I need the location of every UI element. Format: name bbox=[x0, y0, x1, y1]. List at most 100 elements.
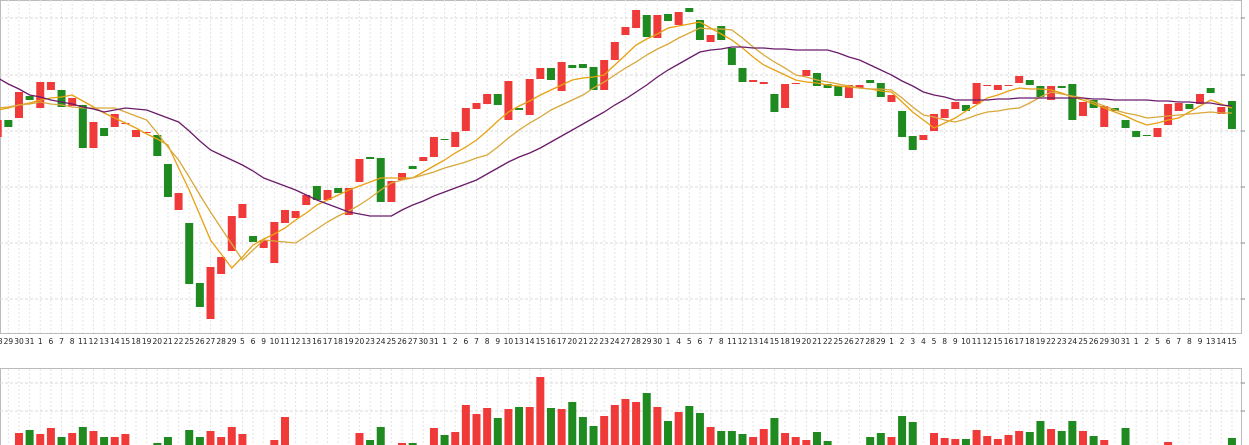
x-tick-label: 26 bbox=[397, 337, 407, 346]
volume-bar bbox=[1036, 421, 1045, 445]
volume-bar bbox=[376, 427, 385, 445]
x-tick-label: 6 bbox=[463, 337, 468, 346]
x-tick-label: 14 bbox=[1217, 337, 1227, 346]
volume-bar bbox=[1100, 440, 1109, 445]
volume-bar bbox=[100, 437, 109, 445]
x-tick-label: 8 bbox=[719, 337, 724, 346]
x-tick-label: 21 bbox=[578, 337, 588, 346]
candle-body bbox=[142, 132, 151, 133]
x-tick-label: 27 bbox=[408, 337, 418, 346]
x-tick-label: 17 bbox=[557, 337, 567, 346]
x-tick-label: 9 bbox=[1198, 337, 1203, 346]
candle-body bbox=[781, 84, 790, 108]
volume-bar bbox=[270, 440, 279, 445]
volume-bar bbox=[1057, 431, 1066, 445]
candle-body bbox=[429, 137, 438, 157]
candle-body bbox=[36, 82, 45, 108]
x-tick-label: 25 bbox=[387, 337, 397, 346]
x-tick-label: 28 bbox=[216, 337, 226, 346]
x-tick-label: 2 bbox=[900, 337, 905, 346]
x-tick-label: 19 bbox=[791, 337, 801, 346]
x-tick-label: 17 bbox=[323, 337, 333, 346]
x-tick-label: 7 bbox=[474, 337, 479, 346]
volume-bar bbox=[121, 434, 130, 445]
candle-body bbox=[738, 68, 747, 82]
candle-body bbox=[642, 15, 651, 37]
price-frame bbox=[0, 0, 1242, 334]
volume-bar bbox=[504, 409, 513, 445]
candle-body bbox=[664, 14, 673, 21]
x-tick-label: 15 bbox=[770, 337, 780, 346]
volume-bar bbox=[653, 407, 662, 445]
candle-body bbox=[89, 122, 98, 148]
x-tick-label: 27 bbox=[621, 337, 631, 346]
x-tick-label: 19 bbox=[344, 337, 354, 346]
candle-body bbox=[366, 157, 375, 159]
x-tick-label: 17 bbox=[1014, 337, 1024, 346]
volume-bar bbox=[972, 430, 981, 445]
candle-body bbox=[440, 139, 449, 140]
volume-bar bbox=[57, 437, 66, 445]
volume-bar bbox=[695, 413, 704, 445]
x-tick-label: 14 bbox=[759, 337, 769, 346]
candle-body bbox=[876, 83, 885, 97]
candle-body bbox=[419, 157, 428, 161]
volume-bar bbox=[408, 443, 417, 445]
volume-bar bbox=[812, 432, 821, 445]
volume-bar bbox=[1015, 431, 1024, 445]
candle-body bbox=[546, 68, 555, 80]
x-tick-label: 31 bbox=[25, 337, 35, 346]
volume-bar bbox=[557, 409, 566, 445]
candle-body bbox=[578, 64, 587, 68]
volume-bar bbox=[876, 433, 885, 445]
candle-body bbox=[195, 283, 204, 307]
candle-body bbox=[334, 188, 343, 193]
x-tick-label: 13 bbox=[301, 337, 311, 346]
volume-bar bbox=[781, 433, 790, 445]
candle-body bbox=[1227, 101, 1236, 129]
x-tick-label: 20 bbox=[153, 337, 163, 346]
volume-bar bbox=[36, 434, 45, 445]
volume-bar bbox=[610, 405, 619, 445]
candle-body bbox=[930, 114, 939, 131]
volume-bar bbox=[398, 443, 407, 445]
x-tick-label: 2 bbox=[1144, 337, 1149, 346]
x-tick-label: 1 bbox=[666, 337, 671, 346]
x-tick-label: 29 bbox=[1099, 337, 1109, 346]
candle-body bbox=[280, 210, 289, 223]
x-tick-label: 16 bbox=[312, 337, 322, 346]
candle-body bbox=[898, 111, 907, 137]
x-tick-label: 1 bbox=[38, 337, 43, 346]
candle-body bbox=[706, 35, 715, 42]
x-tick-label: 23 bbox=[1057, 337, 1067, 346]
x-tick-label: 30 bbox=[653, 337, 663, 346]
x-tick-label: 7 bbox=[1176, 337, 1181, 346]
volume-bar bbox=[461, 405, 470, 445]
x-tick-label: 28 bbox=[865, 337, 875, 346]
candle-body bbox=[525, 79, 534, 115]
candle-body bbox=[717, 26, 726, 40]
candle-body bbox=[759, 82, 768, 84]
candle-body bbox=[568, 65, 577, 68]
candle-body bbox=[695, 20, 704, 40]
x-tick-label: 22 bbox=[823, 337, 833, 346]
volume-bar bbox=[717, 431, 726, 445]
volume-bar bbox=[568, 402, 577, 445]
x-tick-label: 1 bbox=[889, 337, 894, 346]
candle-body bbox=[472, 103, 481, 109]
candle-body bbox=[46, 82, 55, 90]
volume-bar bbox=[1164, 442, 1173, 445]
candle-body bbox=[1068, 84, 1077, 120]
x-tick-label: 28 bbox=[0, 337, 3, 346]
candle-body bbox=[57, 90, 66, 107]
volume-bar bbox=[983, 436, 992, 445]
volume-bar bbox=[770, 418, 779, 445]
volume-bar bbox=[25, 430, 34, 445]
candle-body bbox=[621, 27, 630, 35]
candle-body bbox=[493, 94, 502, 105]
volume-bar bbox=[685, 406, 694, 445]
candle-body bbox=[951, 102, 960, 109]
volume-bar bbox=[1227, 438, 1236, 445]
x-tick-label: 6 bbox=[49, 337, 54, 346]
x-tick-label: 18 bbox=[333, 337, 343, 346]
